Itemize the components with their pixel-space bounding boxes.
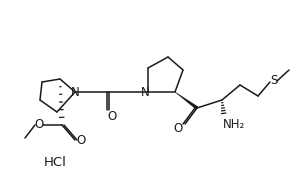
- Text: S: S: [270, 74, 278, 87]
- Text: NH₂: NH₂: [223, 118, 245, 130]
- Text: O: O: [107, 111, 116, 124]
- Polygon shape: [175, 92, 198, 109]
- Text: O: O: [76, 134, 85, 146]
- Text: O: O: [173, 121, 183, 134]
- Text: O: O: [34, 118, 44, 130]
- Text: N: N: [141, 86, 149, 99]
- Text: HCl: HCl: [44, 156, 67, 169]
- Text: N: N: [71, 86, 79, 99]
